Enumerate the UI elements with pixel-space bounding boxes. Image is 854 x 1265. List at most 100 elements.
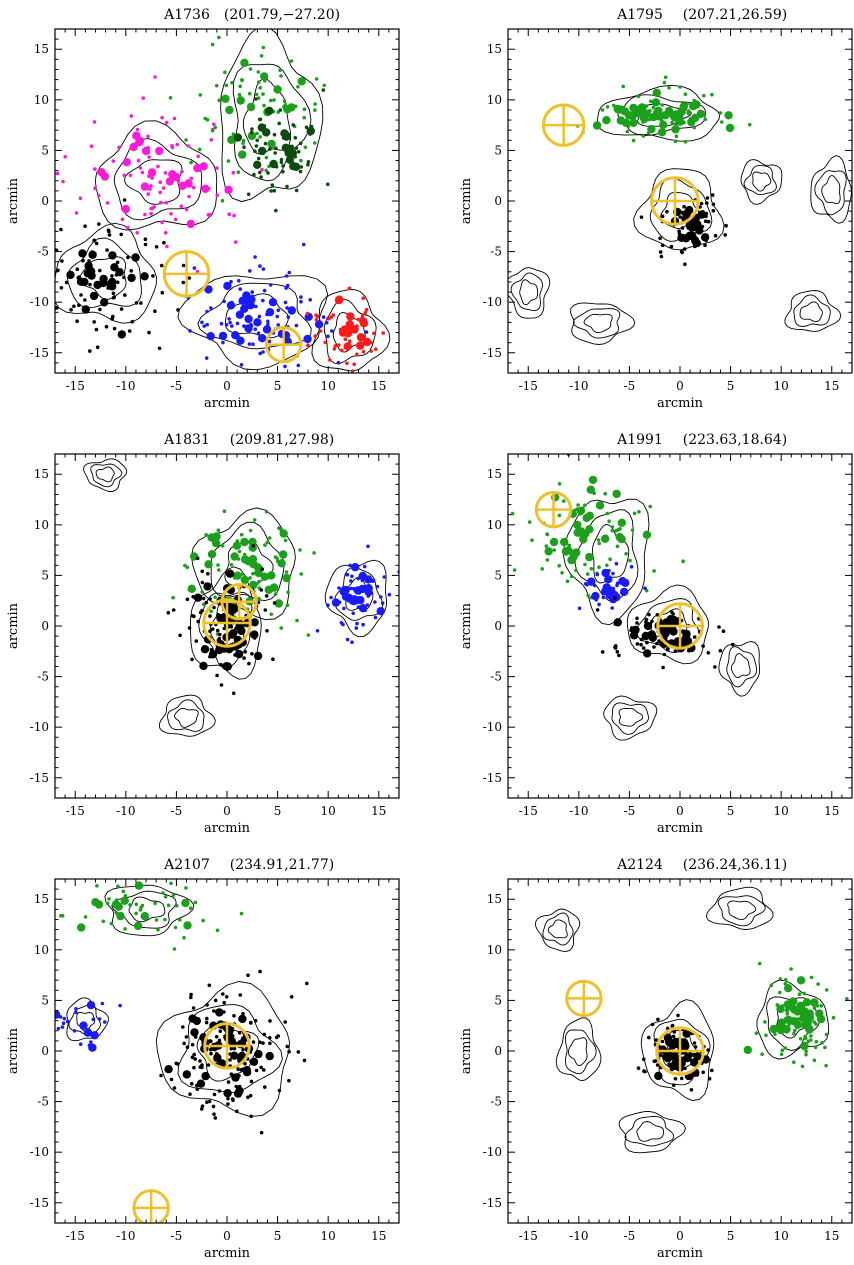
- galaxy-point: [208, 213, 213, 217]
- galaxy-point: [122, 275, 126, 280]
- galaxy-point: [282, 99, 287, 103]
- y-tick-label: -15: [483, 1196, 502, 1210]
- galaxy-point: [149, 184, 153, 188]
- panel-title-cluster: A2124: [616, 857, 663, 873]
- galaxy-point: [313, 102, 317, 106]
- galaxy-point: [299, 165, 304, 169]
- bright-galaxy-point: [218, 331, 228, 341]
- galaxy-point: [254, 304, 258, 309]
- bright-galaxy-point: [131, 253, 140, 262]
- galaxy-point: [824, 1032, 829, 1037]
- galaxy-point: [613, 596, 617, 600]
- galaxy-point: [229, 1046, 234, 1051]
- bright-galaxy-point: [282, 573, 291, 583]
- galaxy-point: [191, 1006, 196, 1010]
- bright-galaxy-point: [217, 1059, 227, 1068]
- plot-area: [83, 458, 399, 737]
- galaxy-point: [268, 147, 272, 151]
- galaxy-point: [639, 642, 643, 647]
- bright-galaxy-point: [777, 1018, 786, 1027]
- galaxy-point: [208, 629, 212, 633]
- bright-galaxy-point: [784, 1001, 793, 1010]
- bright-galaxy-point: [265, 106, 274, 116]
- bright-galaxy-point: [79, 1021, 88, 1030]
- galaxy-point: [323, 340, 328, 345]
- galaxy-point: [641, 646, 646, 650]
- galaxy-point: [201, 918, 205, 923]
- galaxy-point: [831, 1015, 836, 1020]
- galaxy-point: [164, 200, 169, 205]
- galaxy-point: [277, 121, 282, 126]
- galaxy-point: [78, 1042, 83, 1046]
- bright-galaxy-point: [628, 111, 637, 121]
- galaxy-point: [93, 167, 97, 171]
- galaxy-point: [29, 272, 33, 276]
- galaxy-point: [182, 935, 186, 940]
- galaxy-point: [173, 217, 178, 222]
- galaxy-point: [219, 683, 224, 687]
- galaxy-point: [242, 145, 246, 149]
- galaxy-point: [79, 293, 83, 297]
- galaxy-point: [202, 324, 206, 328]
- galaxy-point: [215, 928, 220, 933]
- bright-galaxy-point: [182, 1070, 191, 1079]
- galaxy-point: [276, 1034, 281, 1038]
- galaxy-point: [635, 621, 639, 625]
- galaxy-point: [258, 351, 263, 356]
- x-tick-label: 5: [274, 804, 282, 818]
- x-tick-label: -10: [116, 1229, 135, 1243]
- galaxy-point: [237, 549, 242, 554]
- galaxy-point: [117, 145, 121, 150]
- galaxy-point: [720, 120, 724, 124]
- galaxy-point: [249, 1114, 253, 1119]
- bright-galaxy-point: [652, 88, 661, 98]
- galaxy-point: [823, 1045, 827, 1050]
- bright-galaxy-point: [244, 324, 253, 333]
- bright-galaxy-point: [230, 1051, 239, 1060]
- bright-galaxy-point: [579, 535, 588, 544]
- galaxy-point: [246, 192, 251, 197]
- galaxy-point: [258, 969, 262, 974]
- galaxy-point: [189, 995, 193, 1000]
- bright-galaxy-point: [637, 103, 646, 112]
- galaxy-point: [583, 562, 587, 567]
- y-tick-label: 15: [487, 467, 502, 481]
- x-tick-label: -10: [116, 379, 135, 393]
- galaxy-point: [279, 626, 284, 630]
- galaxy-point: [273, 151, 278, 155]
- galaxy-point: [176, 308, 180, 312]
- galaxy-point: [59, 914, 63, 918]
- galaxy-point: [275, 556, 279, 561]
- galaxy-point: [130, 319, 135, 324]
- bright-galaxy-point: [682, 209, 691, 219]
- galaxy-point: [166, 903, 171, 908]
- galaxy-point: [138, 908, 143, 912]
- galaxy-point: [655, 641, 659, 646]
- bright-galaxy-point: [215, 1008, 224, 1017]
- galaxy-point: [624, 552, 628, 556]
- galaxy-point: [190, 614, 195, 618]
- galaxy-point: [228, 320, 232, 325]
- galaxy-point: [259, 1130, 264, 1135]
- xray-center-marker: [264, 325, 303, 364]
- galaxy-point: [637, 510, 641, 514]
- y-tick-label: 5: [494, 993, 502, 1007]
- galaxy-point: [369, 349, 373, 353]
- galaxy-point: [673, 139, 678, 143]
- galaxy-point: [302, 115, 307, 120]
- galaxy-point: [659, 254, 664, 259]
- galaxy-point: [361, 622, 365, 627]
- galaxy-point: [261, 298, 265, 303]
- bright-galaxy-point: [604, 575, 613, 584]
- galaxy-point: [629, 565, 634, 569]
- galaxy-point: [326, 334, 330, 339]
- bright-galaxy-point: [796, 976, 806, 985]
- galaxy-point: [287, 1049, 291, 1054]
- galaxy-point: [249, 1020, 253, 1025]
- bright-galaxy-point: [617, 518, 626, 527]
- galaxy-point: [267, 536, 272, 540]
- bright-galaxy-point: [585, 552, 594, 562]
- x-tick-label: 5: [727, 379, 735, 393]
- galaxy-point: [721, 629, 726, 633]
- galaxy-point: [184, 207, 189, 212]
